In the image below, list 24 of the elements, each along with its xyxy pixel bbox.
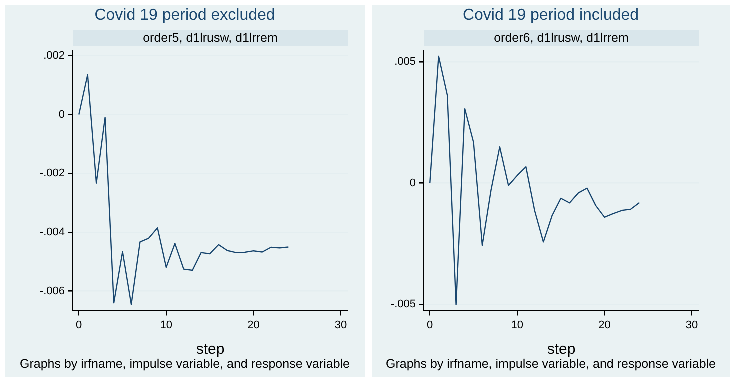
x-tick-label: 20 xyxy=(598,319,611,332)
chart-subtitle: order6, d1lrusw, d1lrrem xyxy=(424,30,699,46)
chart-title: Covid 19 period excluded xyxy=(94,7,276,25)
x-tick-label: 10 xyxy=(511,319,524,332)
chart-title: Covid 19 period included xyxy=(462,7,640,25)
x-tick-label: 20 xyxy=(248,319,260,332)
y-tick-label: .005 xyxy=(394,56,416,68)
y-tick-label: -.002 xyxy=(40,168,65,180)
y-tick-label: -.005 xyxy=(390,298,416,311)
x-tick-label: 0 xyxy=(76,319,82,332)
text: Graphs by irfname, impulse variable, and response variable xyxy=(18,357,352,371)
x-axis-title: step xyxy=(547,341,576,358)
y-tick-label: 0 xyxy=(410,177,416,190)
x-tick-label: 10 xyxy=(160,319,173,332)
x-tick-label: 0 xyxy=(427,319,434,332)
y-tick-label: 0 xyxy=(58,108,65,121)
y-tick-label: -.004 xyxy=(40,226,65,239)
y-tick-label: .002 xyxy=(44,50,65,62)
x-tick-label: 30 xyxy=(686,319,698,332)
x-axis-title: step xyxy=(196,341,225,358)
x-tick-label: 30 xyxy=(334,319,348,332)
chart-subtitle: order5, d1lrusw, d1lrrem xyxy=(73,30,348,46)
y-tick-label: -.006 xyxy=(40,285,65,298)
text: Graphs by irfname, impulse variable, and response variable xyxy=(384,357,718,371)
